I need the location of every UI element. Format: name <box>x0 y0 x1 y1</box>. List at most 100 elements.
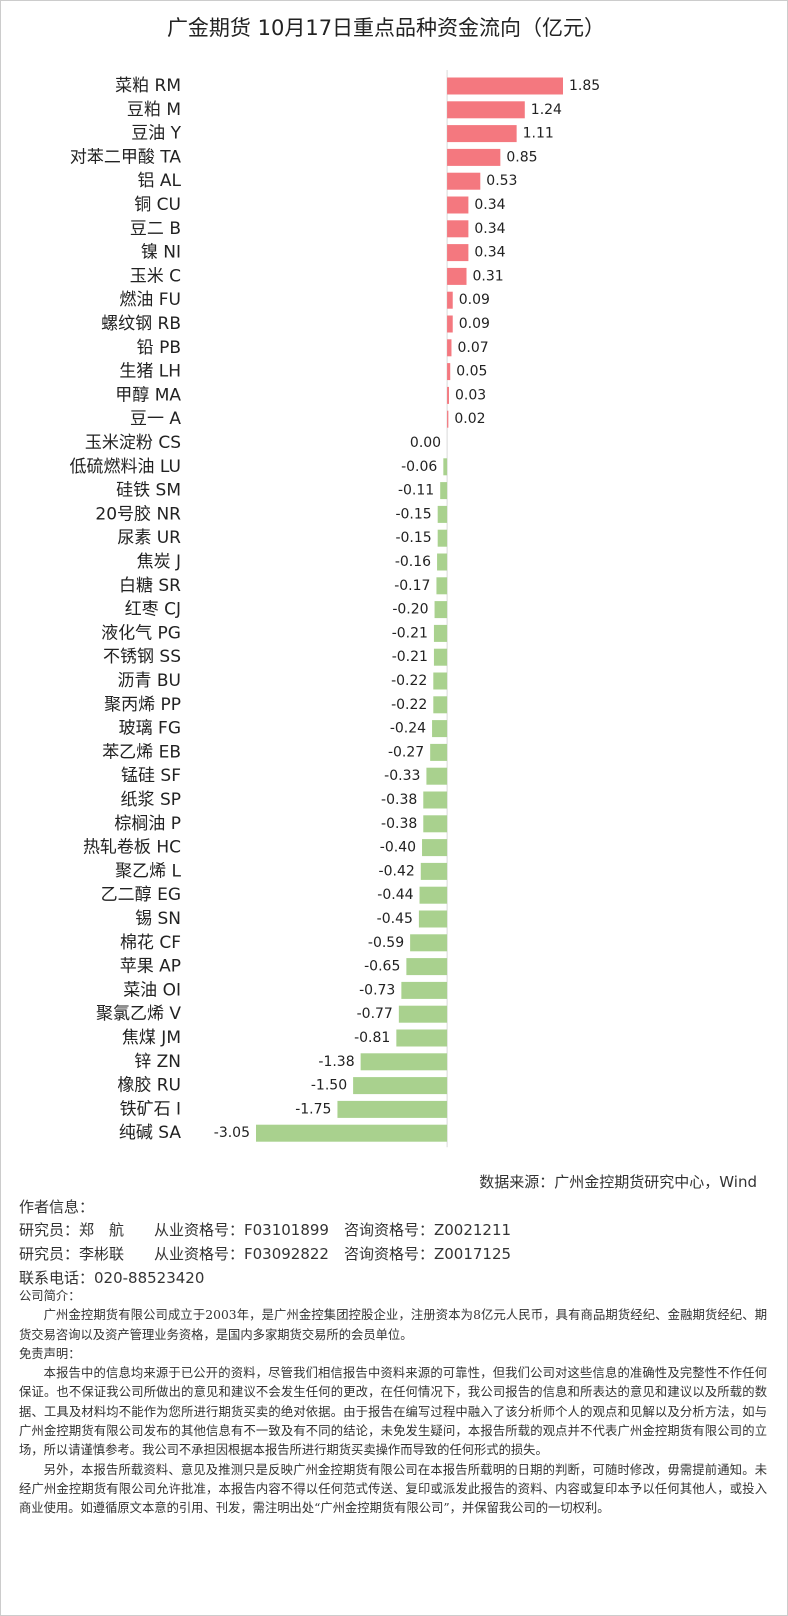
value-label: 0.09 <box>459 292 490 308</box>
category-label: 白糖 SR <box>119 576 181 596</box>
bar <box>423 815 448 833</box>
category-label: 豆二 B <box>130 219 181 239</box>
bar <box>447 101 525 119</box>
disclaimer: 另外，本报告所载资料、意见及推测只是反映广州金控期货有限公司在本报告所载明的日期… <box>19 1462 767 1516</box>
value-label: -0.44 <box>377 887 413 903</box>
bar <box>447 244 469 262</box>
value-label: 0.07 <box>457 340 488 356</box>
value-label: -0.24 <box>390 721 426 737</box>
value-label: 0.03 <box>455 387 486 403</box>
document: 公司简介： 广州金控期货有限公司成立于2003年，是广州金控集团控股企业，注册资… <box>19 1287 767 1519</box>
category-label: 铁矿石 I <box>120 1099 181 1119</box>
value-label: 0.05 <box>456 364 487 380</box>
category-label: 对苯二甲酸 TA <box>70 147 181 167</box>
bar <box>437 529 448 547</box>
value-label: -0.22 <box>391 673 427 689</box>
category-label: 焦煤 JM <box>122 1028 181 1048</box>
category-label: 锡 SN <box>135 909 181 929</box>
category-label: 焦炭 J <box>137 552 181 572</box>
bar <box>447 339 452 357</box>
value-label: 0.34 <box>474 221 505 237</box>
value-label: 0.34 <box>474 245 505 261</box>
disclaimer-heading: 免责声明： <box>19 1346 81 1361</box>
category-label: 豆粕 M <box>127 100 181 120</box>
value-label: 1.24 <box>531 102 562 118</box>
value-label: -0.21 <box>392 625 428 641</box>
category-label: 纸浆 SP <box>121 790 181 810</box>
bar <box>447 386 449 404</box>
author-heading: 作者信息： <box>19 1198 95 1216</box>
value-label: -0.65 <box>364 959 400 975</box>
category-label: 菜油 OI <box>123 980 181 1000</box>
category-label: 铝 AL <box>137 171 181 191</box>
category-label: 聚氯乙烯 V <box>96 1004 181 1024</box>
category-label: 玉米 C <box>130 266 181 286</box>
category-label: 橡胶 RU <box>117 1076 181 1096</box>
value-label: -1.50 <box>311 1078 347 1094</box>
bar <box>443 458 448 476</box>
category-label: 苹果 AP <box>120 957 181 977</box>
value-label: -0.38 <box>381 816 417 832</box>
value-label: -0.15 <box>395 530 431 546</box>
bar <box>410 934 448 952</box>
value-label: 0.02 <box>454 411 485 427</box>
value-label: -0.06 <box>401 459 437 475</box>
category-label: 沥青 BU <box>117 671 181 691</box>
value-label: 0.34 <box>474 197 505 213</box>
source: 数据来源：广州金控期货研究中心，Wind <box>479 1173 757 1191</box>
bar <box>447 267 467 285</box>
bar <box>447 291 453 309</box>
category-label: 棉花 CF <box>120 933 181 953</box>
value-label: -0.15 <box>395 506 431 522</box>
category-label: 玻璃 FG <box>119 719 181 739</box>
value-label: 0.00 <box>410 435 441 451</box>
category-label: 镍 NI <box>141 243 181 263</box>
category-label: 不锈钢 SS <box>103 647 181 667</box>
bar <box>398 1005 448 1023</box>
value-label: -0.38 <box>381 792 417 808</box>
bar <box>440 482 448 500</box>
bar <box>426 767 448 785</box>
value-label: -0.59 <box>368 935 404 951</box>
bar <box>423 791 448 809</box>
bar <box>447 363 451 381</box>
category-label: 生猪 LH <box>119 362 181 382</box>
value-label: -0.11 <box>398 483 434 499</box>
bar <box>436 577 448 595</box>
bar <box>419 886 448 904</box>
phone: 联系电话：020-88523420 <box>19 1269 205 1287</box>
category-label: 玉米淀粉 CS <box>85 433 181 453</box>
bar <box>433 624 448 642</box>
value-label: -1.38 <box>318 1054 354 1070</box>
bar <box>433 672 448 690</box>
category-label: 液化气 PG <box>101 623 181 643</box>
value-label: 0.31 <box>473 268 504 284</box>
bar <box>434 601 448 619</box>
bar <box>447 172 481 190</box>
value-label: 0.85 <box>506 149 537 165</box>
chart-title: 广金期货 10月17日重点品种资金流向（亿元） <box>167 16 605 40</box>
value-label: 1.85 <box>569 78 600 94</box>
disclaimer: 本报告中的信息均来源于已公开的资料，尽管我们相信报告中资料来源的可靠性，但我们公… <box>19 1366 767 1458</box>
category-label: 低硫燃料油 LU <box>70 457 181 477</box>
category-label: 螺纹钢 RB <box>101 314 181 334</box>
value-label: -0.45 <box>377 911 413 927</box>
bar <box>422 839 448 857</box>
value-label: -3.05 <box>214 1125 250 1141</box>
chart: 广金期货 10月17日重点品种资金流向（亿元） 菜粕 RM 1.85 豆粕 M 1.2… <box>70 16 605 1148</box>
category-label: 热轧卷板 HC <box>83 838 181 858</box>
category-label: 铅 PB <box>137 338 181 358</box>
category-label: 锰硅 SF <box>121 766 181 786</box>
bar <box>430 743 448 761</box>
value-label: -0.73 <box>359 982 395 998</box>
bar <box>418 910 448 928</box>
bar <box>447 315 453 333</box>
bar <box>396 1029 448 1047</box>
value-label: -0.33 <box>384 768 420 784</box>
bar <box>337 1100 448 1118</box>
bar <box>406 958 448 976</box>
category-label: 豆一 A <box>130 409 181 429</box>
bar <box>432 720 448 738</box>
value-label: -0.22 <box>391 697 427 713</box>
